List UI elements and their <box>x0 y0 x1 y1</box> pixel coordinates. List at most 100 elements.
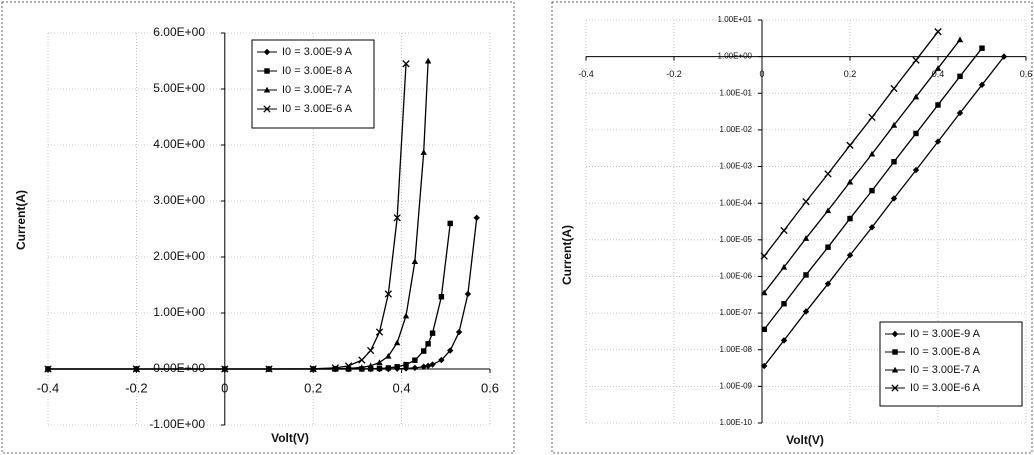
marker <box>934 65 942 71</box>
legend-label: I0 = 3.00E-7 A <box>910 364 981 376</box>
marker <box>411 364 419 372</box>
marker <box>438 294 445 300</box>
legend-label: I0 = 3.00E-6 A <box>910 382 981 394</box>
marker <box>263 48 271 56</box>
legend-label: I0 = 3.00E-8 A <box>910 346 981 358</box>
y-tick-label: 1.00E-06 <box>720 272 753 281</box>
x-tick-label: 0.2 <box>304 380 322 395</box>
marker <box>420 149 427 155</box>
marker <box>132 365 141 373</box>
marker <box>890 84 898 93</box>
marker <box>912 56 920 64</box>
legend-label: I0 = 3.00E-7 A <box>282 84 353 96</box>
marker <box>868 150 876 157</box>
x-tick-label: -0.4 <box>37 380 59 395</box>
marker <box>956 109 964 117</box>
marker <box>429 361 436 368</box>
marker <box>912 93 920 100</box>
marker <box>781 301 787 307</box>
marker <box>912 166 920 174</box>
x-tick-label: -0.4 <box>578 69 594 79</box>
x-tick-label: -0.2 <box>666 69 682 79</box>
marker <box>425 341 431 347</box>
marker <box>385 352 392 359</box>
y-tick-label: 1.00E-07 <box>720 308 753 317</box>
chart: 1.00E-10 1.00E-09 1.00E-08 1.00E-07 1.00E-06… <box>551 1 1033 454</box>
marker <box>891 366 899 373</box>
marker <box>367 366 374 372</box>
marker <box>890 121 898 128</box>
marker <box>890 195 898 202</box>
marker <box>375 328 384 336</box>
marker <box>263 105 271 113</box>
marker <box>402 312 410 319</box>
marker <box>979 45 985 51</box>
marker <box>221 365 229 373</box>
marker <box>411 258 419 265</box>
marker <box>331 364 339 372</box>
marker <box>424 57 432 64</box>
marker <box>455 328 463 336</box>
x-tick-label: 0.2 <box>844 69 857 79</box>
y-tick-label: 1.00E+00 <box>153 305 205 319</box>
y-tick-label: 2.00E+00 <box>153 249 205 263</box>
marker <box>358 356 366 364</box>
x-axis-title: Volt(V) <box>786 433 824 447</box>
marker <box>978 81 986 89</box>
marker <box>913 130 919 137</box>
marker <box>868 113 876 122</box>
legend-label: I0 = 3.00E-6 A <box>282 103 353 115</box>
marker <box>420 348 427 354</box>
y-tick-label: 1.00E-04 <box>720 198 753 207</box>
marker <box>394 364 400 370</box>
marker <box>846 252 854 259</box>
y-tick-label: 1.00E-09 <box>720 381 753 390</box>
marker <box>265 365 273 373</box>
marker <box>869 187 875 194</box>
x-tick-label: 0.4 <box>393 380 411 395</box>
legend-box <box>251 39 375 129</box>
marker <box>824 207 832 214</box>
marker <box>464 290 472 298</box>
marker <box>376 365 383 372</box>
marker <box>384 290 392 298</box>
marker <box>802 198 810 206</box>
marker <box>761 289 768 296</box>
marker <box>420 363 427 370</box>
legend-label: I0 = 3.00E-9 A <box>910 328 981 340</box>
y-tick-label: 6.00E+00 <box>153 25 205 39</box>
legend-label: I0 = 3.00E-8 A <box>282 65 353 77</box>
marker <box>309 365 317 373</box>
x-tick-label: 0.6 <box>1020 69 1033 79</box>
x-tick-label: -0.2 <box>125 380 147 395</box>
marker <box>847 215 853 222</box>
series-line <box>763 56 1005 367</box>
y-tick-label: 1.00E-02 <box>720 125 753 134</box>
marker <box>780 226 788 235</box>
marker <box>345 365 352 371</box>
y-tick-label: 1.00E-03 <box>720 162 753 171</box>
marker <box>447 347 454 354</box>
marker <box>868 224 876 231</box>
chart-frame <box>1 1 515 454</box>
chart: -1.00E+00 0.00E+00 1.00E+00 2.00E+00 3.00E+0… <box>1 1 515 454</box>
marker <box>447 220 453 227</box>
chart-frame <box>551 1 1033 454</box>
marker <box>956 36 964 43</box>
marker <box>934 28 942 36</box>
series-line <box>763 39 961 294</box>
marker <box>1000 53 1008 60</box>
marker <box>846 178 854 185</box>
legend-box <box>879 321 1023 407</box>
y-tick-label: 0.00E+00 <box>153 361 205 375</box>
marker <box>385 365 392 371</box>
marker <box>891 384 899 392</box>
marker <box>367 362 374 369</box>
x-axis-title: Volt(V) <box>271 431 309 445</box>
marker <box>264 68 270 74</box>
marker <box>393 339 401 346</box>
marker <box>344 362 353 370</box>
marker <box>891 330 899 338</box>
